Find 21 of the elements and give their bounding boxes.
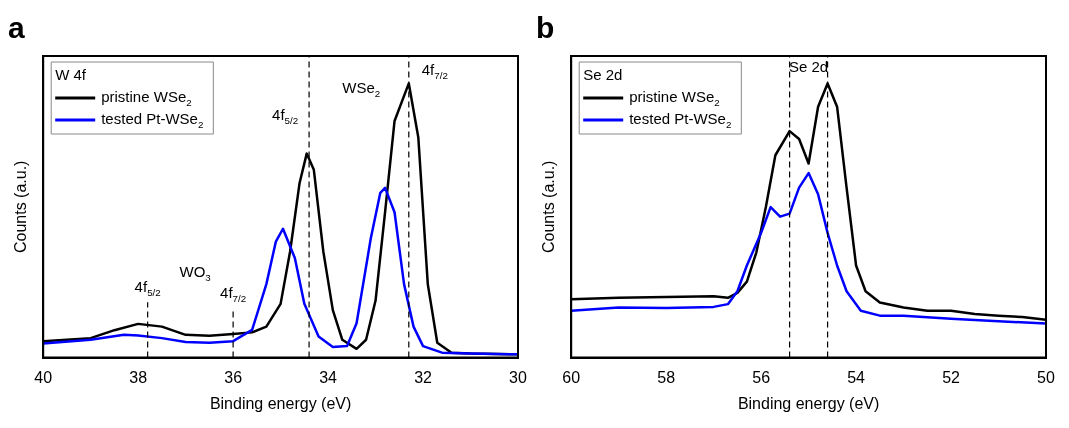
y-axis-title: Counts (a.u.) — [12, 160, 30, 254]
x-tick-label: 52 — [942, 368, 961, 386]
x-tick-label: 50 — [1037, 368, 1055, 386]
y-axis-title: Counts (a.u.) — [540, 160, 558, 254]
x-tick-label: 32 — [414, 368, 433, 386]
x-tick-label: 38 — [129, 368, 148, 386]
x-axis-title: Binding energy (eV) — [737, 394, 880, 412]
x-tick-label: 40 — [34, 368, 53, 386]
chart-title: a — [8, 11, 25, 45]
text: Se 2d — [789, 58, 829, 76]
x-tick-label: 30 — [509, 368, 527, 386]
x-tick-label: 56 — [752, 368, 771, 386]
x-tick-label: 36 — [224, 368, 243, 386]
legend-title: Se 2d — [583, 66, 623, 84]
x-tick-label: 60 — [562, 368, 581, 386]
chart-title: b — [536, 11, 555, 45]
x-axis-title: Binding energy (eV) — [209, 394, 352, 412]
x-tick-label: 54 — [847, 368, 866, 386]
x-tick-label: 34 — [319, 368, 338, 386]
legend-title: W 4f — [55, 66, 87, 84]
x-tick-label: 58 — [657, 368, 676, 386]
